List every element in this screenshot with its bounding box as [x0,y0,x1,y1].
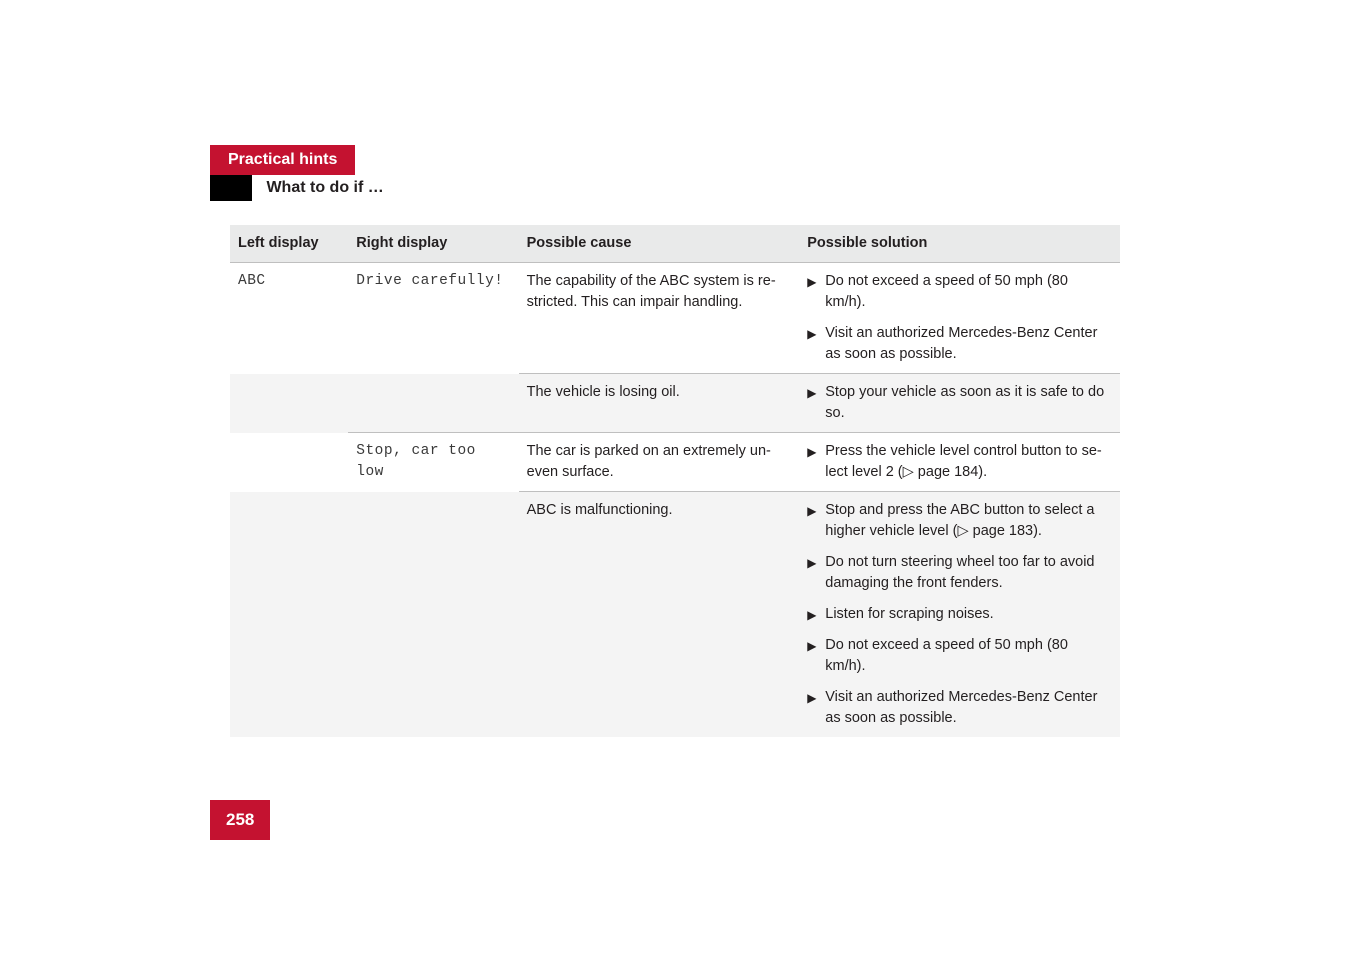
page-number: 258 [210,800,270,840]
bullet-icon: ▶ [807,690,816,707]
cell-solution: ▶ Do not exceed a speed of 50 mph (80 km/… [799,263,1120,374]
solution-item: ▶ Do not exceed a speed of 50 mph (80 km/… [807,635,1112,677]
solution-item: ▶ Do not turn steering wheel too far to a… [807,552,1112,594]
solution-item: ▶ Listen for scraping noises. [807,604,1112,625]
page-header: Practical hints What to do if … [210,145,394,201]
bullet-icon: ▶ [807,385,816,402]
solution-item: ▶ Press the vehicle level control button … [807,441,1112,483]
solution-list: ▶ Do not exceed a speed of 50 mph (80 km/… [807,271,1112,365]
solution-text: Do not exceed a speed of 50 mph (80 km/h… [825,273,1068,310]
solution-item: ▶ Stop your vehicle as soon as it is safe… [807,382,1112,424]
col-right-display: Right display [348,225,518,263]
cell-solution: ▶ Stop your vehicle as soon as it is safe… [799,374,1120,433]
cell-solution: ▶ Press the vehicle level control button … [799,433,1120,492]
cell-left-display: ABC [230,263,348,374]
bullet-icon: ▶ [807,444,816,461]
table-row: The vehicle is losing oil. ▶ Stop your ve… [230,374,1120,433]
solution-text: Stop and press the ABC button to select … [825,502,1094,539]
section-title: Practical hints [210,145,355,175]
bullet-icon: ▶ [807,326,816,343]
bullet-icon: ▶ [807,503,816,520]
solution-list: ▶ Stop your vehicle as soon as it is safe… [807,382,1112,424]
sub-section-title: What to do if … [256,175,393,201]
solution-text: Do not turn steering wheel too far to av… [825,554,1094,591]
cell-solution: ▶ Stop and press the ABC button to select… [799,492,1120,738]
bullet-icon: ▶ [807,555,816,572]
solution-item: ▶ Do not exceed a speed of 50 mph (80 km/… [807,271,1112,313]
solution-item: ▶ Stop and press the ABC button to select… [807,500,1112,542]
cell-empty [348,492,518,738]
solution-text: Press the vehicle level control button t… [825,443,1101,480]
cell-right-display: Drive carefully! [348,263,518,374]
solution-list: ▶ Stop and press the ABC button to select… [807,500,1112,729]
col-left-display: Left display [230,225,348,263]
table-row: ABC Drive carefully! The capability of t… [230,263,1120,374]
solution-item: ▶ Visit an authorized Mercedes-Benz Cente… [807,687,1112,729]
table-row: ABC is malfunctioning. ▶ Stop and press t… [230,492,1120,738]
solution-text: Do not exceed a speed of 50 mph (80 km/h… [825,637,1068,674]
cell-cause: The vehicle is losing oil. [519,374,800,433]
table-header-row: Left display Right display Possible caus… [230,225,1120,263]
solution-text: Visit an authorized Mercedes-Benz Center… [825,689,1097,726]
cell-cause: The capability of the ABC system is re-s… [519,263,800,374]
solution-text: Stop your vehicle as soon as it is safe … [825,384,1104,421]
solution-list: ▶ Press the vehicle level control button … [807,441,1112,483]
cell-empty [230,433,348,492]
sub-header-row: What to do if … [210,175,394,201]
bullet-icon: ▶ [807,274,816,291]
bullet-icon: ▶ [807,638,816,655]
bullet-icon: ▶ [807,607,816,624]
cell-empty [230,492,348,738]
cell-cause: ABC is malfunctioning. [519,492,800,738]
thumb-index-box [210,175,252,201]
solution-text: Visit an authorized Mercedes-Benz Center… [825,325,1097,362]
troubleshooting-table: Left display Right display Possible caus… [230,225,1120,737]
cell-empty [230,374,348,433]
cell-right-display: Stop, car too low [348,433,518,492]
solution-item: ▶ Visit an authorized Mercedes-Benz Cente… [807,323,1112,365]
cell-cause: The car is parked on an extremely un-eve… [519,433,800,492]
cell-empty [348,374,518,433]
table-row: Stop, car too low The car is parked on a… [230,433,1120,492]
col-possible-cause: Possible cause [519,225,800,263]
solution-text: Listen for scraping noises. [825,606,993,622]
main-content: Left display Right display Possible caus… [230,225,1120,737]
col-possible-solution: Possible solution [799,225,1120,263]
